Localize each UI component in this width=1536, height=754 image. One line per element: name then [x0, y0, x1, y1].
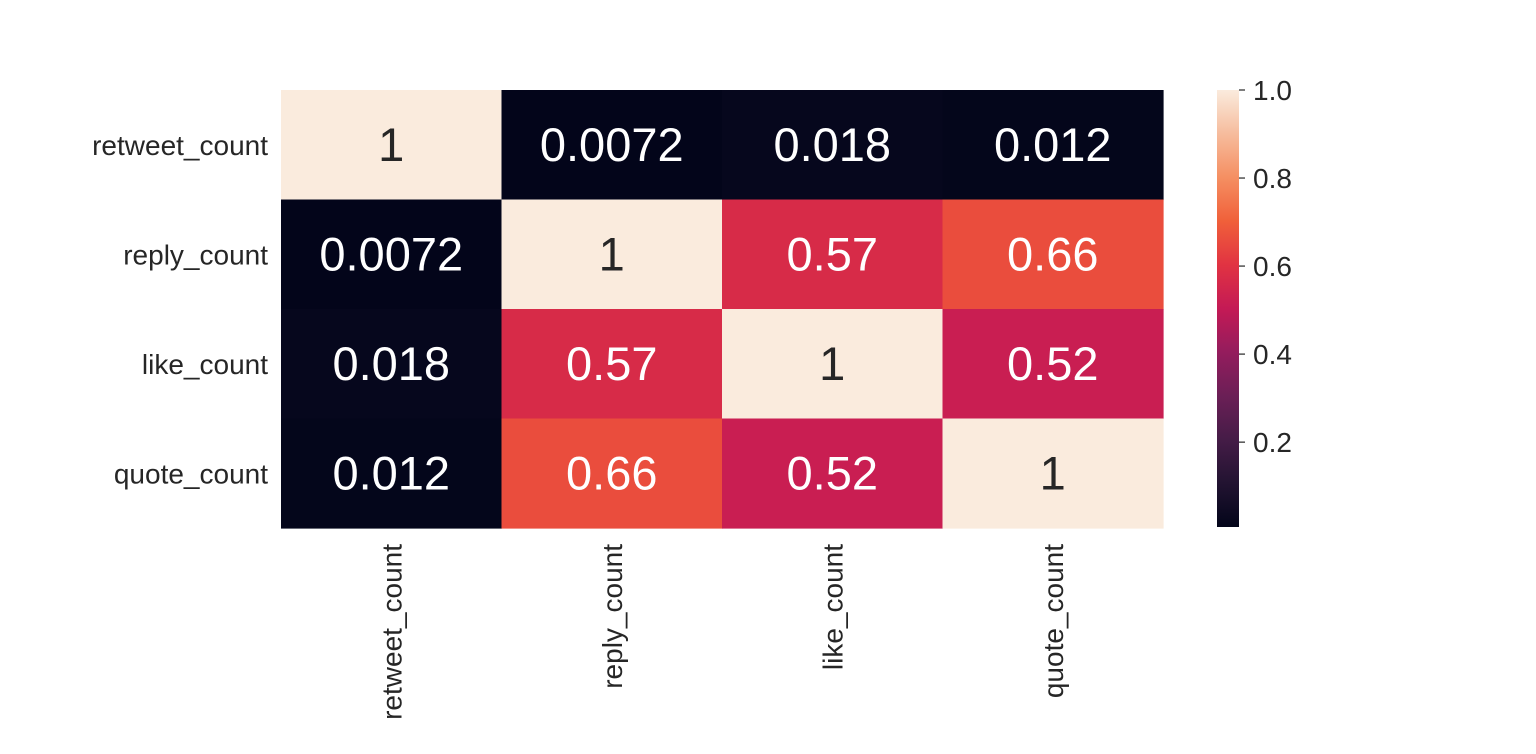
heatmap-cell: [942, 418, 1164, 529]
heatmap-cell: [501, 90, 723, 201]
cell-annotation: 1: [599, 227, 625, 280]
cell-annotation: 0.012: [994, 118, 1112, 171]
cell-annotation: 1: [1040, 446, 1066, 499]
y-tick-label: retweet_count: [92, 130, 268, 161]
heatmap-cell: [281, 309, 503, 420]
colorbar-tick-label: 1.0: [1253, 75, 1292, 106]
x-tick-label: retweet_count: [376, 544, 407, 720]
cell-annotation: 1: [819, 337, 845, 390]
cell-annotation: 0.66: [566, 446, 657, 499]
colorbar-tick-label: 0.6: [1253, 251, 1292, 282]
y-tick-label: reply_count: [123, 239, 268, 270]
x-tick-label: like_count: [817, 544, 848, 670]
heatmap-cell: [942, 309, 1164, 420]
heatmap-cell: [501, 418, 723, 529]
colorbar-tick-label: 0.2: [1253, 427, 1292, 458]
heatmap-cells: [281, 90, 1164, 529]
colorbar: 0.2 0.4 0.6 0.8 1.0: [1217, 75, 1292, 527]
colorbar-tick-label: 0.8: [1253, 163, 1292, 194]
cell-annotation: 0.52: [787, 446, 878, 499]
heatmap-cell: [722, 418, 944, 529]
cell-annotation: 0.52: [1007, 337, 1098, 390]
heatmap-cell: [722, 199, 944, 310]
x-tick-labels: retweet_count reply_count like_count quote_…: [376, 544, 1069, 720]
cell-annotation: 0.57: [566, 337, 657, 390]
heatmap-cell: [281, 90, 503, 201]
y-tick-labels: retweet_count reply_count like_count quote_…: [92, 130, 268, 490]
cell-annotation: 1: [378, 118, 404, 171]
heatmap-cell: [942, 199, 1164, 310]
colorbar-tick-label: 0.4: [1253, 339, 1292, 370]
x-tick-label: quote_count: [1038, 544, 1069, 698]
cell-annotation: 0.57: [787, 227, 878, 280]
y-tick-label: like_count: [142, 349, 268, 380]
heatmap-cell: [501, 309, 723, 420]
heatmap-cell: [722, 90, 944, 201]
heatmap-cell: [281, 418, 503, 529]
cell-annotation: 0.018: [773, 118, 891, 171]
cell-annotation: 0.012: [332, 446, 450, 499]
y-tick-label: quote_count: [114, 458, 268, 489]
cell-annotation: 0.66: [1007, 227, 1098, 280]
cell-annotation: 0.0072: [540, 118, 684, 171]
cell-annotation: 0.0072: [319, 227, 463, 280]
x-tick-label: reply_count: [597, 544, 628, 689]
heatmap-cell: [281, 199, 503, 310]
heatmap-cell: [501, 199, 723, 310]
cell-annotation: 0.018: [332, 337, 450, 390]
heatmap-cell: [722, 309, 944, 420]
heatmap-cell: [942, 90, 1164, 201]
cell-annotations: 1 0.0072 0.018 0.012 0.0072 1 0.57 0.66 0.018 0.5…: [319, 118, 1111, 500]
colorbar-gradient: [1217, 90, 1239, 527]
